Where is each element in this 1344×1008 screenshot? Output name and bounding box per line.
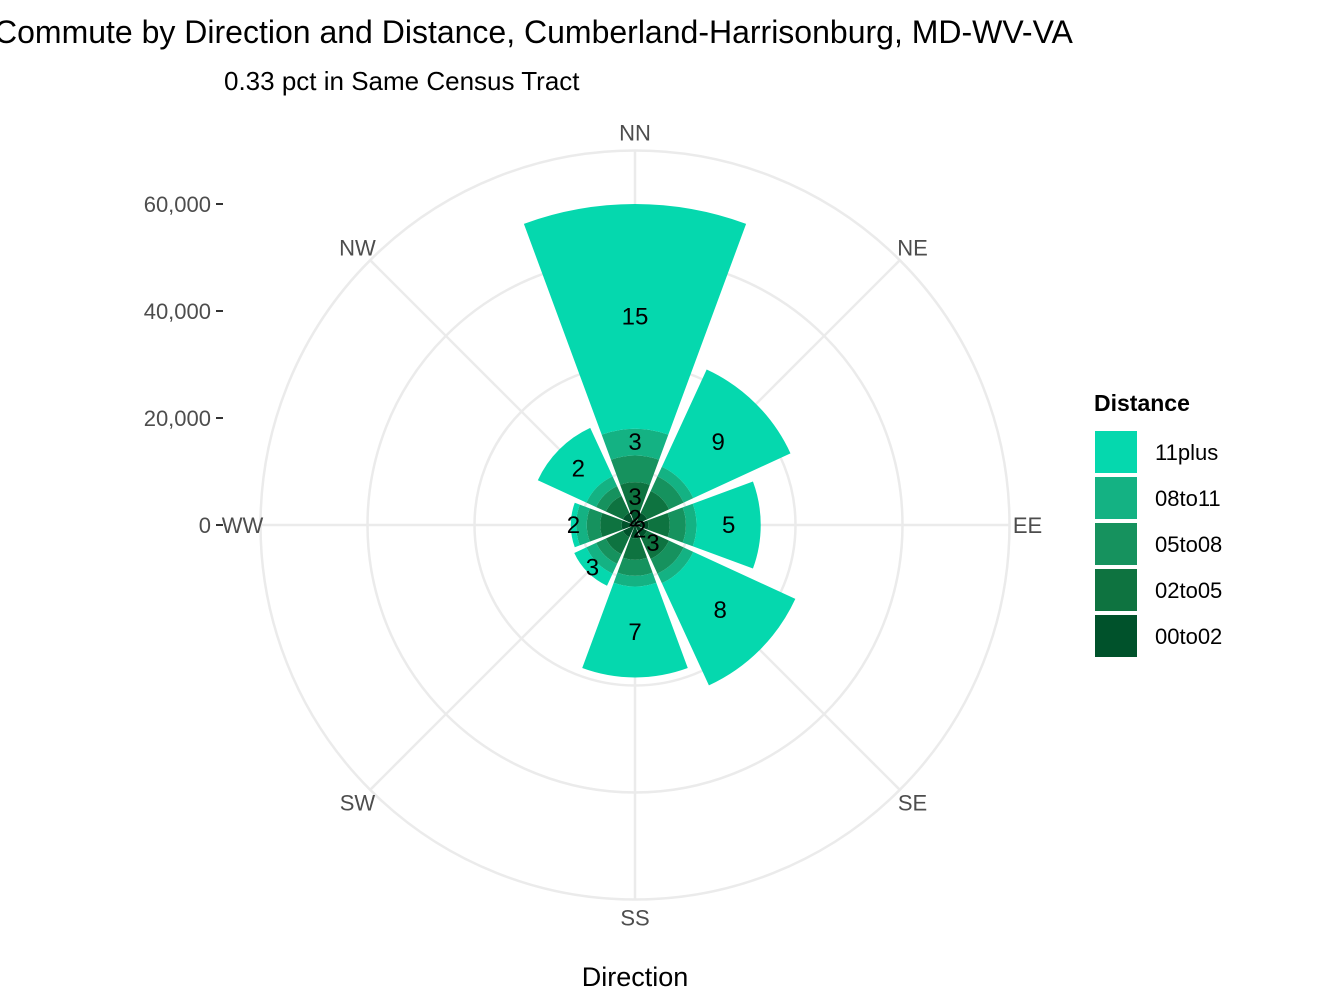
direction-label-EE: EE bbox=[1013, 513, 1042, 538]
bar-EE-05to08 bbox=[667, 507, 686, 543]
legend: Distance 11plus 08to11 05to08 02to05 00to02 bbox=[1094, 390, 1222, 657]
bar-NE-02to05 bbox=[640, 490, 670, 520]
bar-WW-05to08 bbox=[586, 508, 603, 542]
bar-SS-05to08 bbox=[617, 557, 653, 576]
bar-NE-11plus bbox=[661, 369, 791, 499]
bar-NW-11plus bbox=[537, 427, 613, 503]
legend-title: Distance bbox=[1094, 390, 1190, 416]
bar-value-label: 3 bbox=[646, 530, 659, 557]
direction-label-SW: SW bbox=[340, 791, 376, 816]
direction-label-WW: WW bbox=[222, 513, 264, 538]
bar-WW-02to05 bbox=[600, 512, 623, 538]
legend-key-11plus bbox=[1095, 431, 1137, 473]
chart-title: Commute by Direction and Distance, Cumbe… bbox=[0, 14, 1074, 50]
direction-label-NN: NN bbox=[619, 121, 651, 146]
bar-NW-02to05 bbox=[605, 495, 630, 520]
direction-label-NW: NW bbox=[339, 235, 376, 260]
y-tick-label: 40,000 bbox=[144, 299, 211, 324]
bar-EE-00to02 bbox=[635, 520, 649, 530]
legend-label-08to11: 08to11 bbox=[1155, 486, 1221, 511]
bar-SW-00to02 bbox=[622, 525, 635, 538]
bar-NN-08to11 bbox=[601, 428, 669, 460]
bar-NW-00to02 bbox=[622, 512, 635, 525]
legend-key-00to02 bbox=[1095, 615, 1137, 657]
bar-EE-08to11 bbox=[682, 503, 697, 547]
bar-value-label: 9 bbox=[712, 429, 725, 456]
chart-subtitle: 0.33 pct in Same Census Tract bbox=[224, 66, 580, 96]
bar-value-label: 2 bbox=[567, 512, 580, 539]
bar-EE-02to05 bbox=[647, 512, 670, 538]
bar-NE-05to08 bbox=[650, 476, 684, 510]
bar-SE-11plus bbox=[661, 551, 796, 686]
bar-NW-05to08 bbox=[596, 486, 622, 512]
bar-layer bbox=[523, 204, 796, 686]
bar-WW-00to02 bbox=[621, 520, 635, 530]
bar-value-label: 2 bbox=[628, 505, 641, 532]
legend-label-02to05: 02to05 bbox=[1155, 578, 1222, 603]
bar-value-label: 3 bbox=[628, 484, 641, 511]
bar-NN-00to02 bbox=[630, 511, 640, 525]
direction-labels: NN NE EE SE SS SW WW NW bbox=[222, 121, 1042, 931]
bar-SS-02to05 bbox=[622, 537, 648, 560]
bar-NN-05to08 bbox=[610, 455, 660, 485]
direction-label-NE: NE bbox=[897, 235, 928, 260]
bar-SW-08to11 bbox=[586, 542, 618, 574]
legend-label-11plus: 11plus bbox=[1155, 440, 1218, 465]
bar-NN-11plus bbox=[523, 204, 747, 435]
direction-label-SE: SE bbox=[898, 791, 927, 816]
legend-label-00to02: 00to02 bbox=[1155, 624, 1222, 649]
bar-value-label: 8 bbox=[713, 597, 726, 624]
bar-SE-02to05 bbox=[640, 530, 670, 560]
bar-value-label: 7 bbox=[628, 619, 641, 646]
legend-key-02to05 bbox=[1095, 569, 1137, 611]
y-tick-label: 60,000 bbox=[144, 192, 211, 217]
bar-SW-02to05 bbox=[605, 530, 630, 555]
bar-value-label: 3 bbox=[586, 555, 599, 582]
bar-value-label: 3 bbox=[628, 429, 641, 456]
y-tick-label: 0 bbox=[199, 513, 211, 538]
bar-NW-08to11 bbox=[586, 476, 618, 508]
bar-EE-11plus bbox=[692, 481, 761, 569]
legend-key-08to11 bbox=[1095, 477, 1137, 519]
bar-SE-00to02 bbox=[635, 525, 648, 538]
bar-SS-00to02 bbox=[630, 525, 640, 539]
y-axis: 0 20,000 40,000 60,000 bbox=[144, 192, 223, 538]
y-tick-label: 20,000 bbox=[144, 406, 211, 431]
bar-NE-00to02 bbox=[635, 512, 648, 525]
bar-value-label: 15 bbox=[622, 303, 649, 330]
legend-key-05to08 bbox=[1095, 523, 1137, 565]
bar-NE-08to11 bbox=[657, 466, 694, 503]
bar-SE-08to11 bbox=[657, 547, 694, 584]
direction-label-SS: SS bbox=[620, 906, 649, 931]
bar-SE-05to08 bbox=[650, 540, 684, 574]
bar-value-label: 5 bbox=[722, 512, 735, 539]
bar-SW-05to08 bbox=[596, 538, 622, 564]
bar-WW-08to11 bbox=[576, 504, 590, 546]
bar-SS-11plus bbox=[582, 582, 688, 678]
bar-value-label: 2 bbox=[633, 517, 646, 544]
bar-NN-02to05 bbox=[620, 482, 650, 513]
x-axis-title: Direction bbox=[582, 962, 689, 992]
bar-WW-11plus bbox=[570, 502, 580, 548]
bar-SW-11plus bbox=[574, 547, 613, 586]
legend-label-05to08: 05to08 bbox=[1155, 532, 1222, 557]
bar-value-label: 2 bbox=[572, 455, 585, 482]
bar-SS-08to11 bbox=[613, 572, 657, 587]
